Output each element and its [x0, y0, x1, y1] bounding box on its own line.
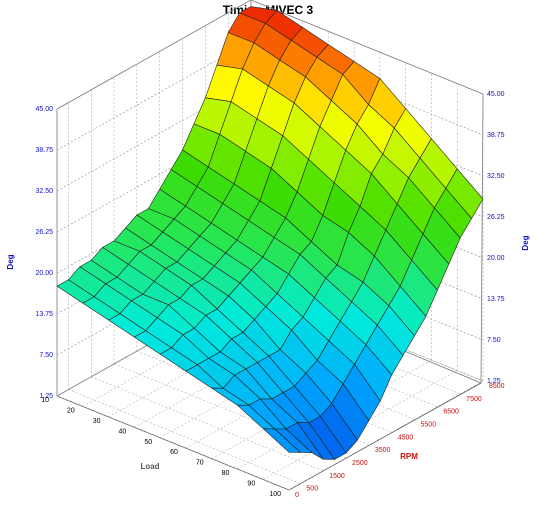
rpm-tick-label: 2500	[352, 460, 368, 467]
load-tick-label: 30	[93, 418, 101, 425]
z-tick-label-left: 38.75	[35, 147, 53, 154]
load-tick-label: 60	[170, 449, 178, 456]
floor-load-gridline	[263, 370, 458, 480]
y-axis-label: RPM	[400, 452, 418, 461]
z-tick-label-left: 7.50	[39, 352, 53, 359]
floor-load-gridline	[237, 359, 432, 470]
rpm-tick-label: 500	[306, 486, 318, 493]
rpm-tick-label: 6500	[443, 409, 459, 416]
load-tick-label: 40	[119, 428, 127, 435]
load-tick-label: 50	[144, 439, 152, 446]
floor-rpm-gridline	[91, 376, 324, 471]
z-tick-label-right: 13.75	[487, 296, 505, 303]
rpm-tick-label: 4500	[398, 434, 414, 441]
z-axis-label-left: Deg	[6, 254, 15, 269]
z-tick-label-left: 26.25	[35, 229, 53, 236]
surface-mesh	[56, 6, 484, 460]
z-axis-label-right: Deg	[521, 235, 530, 250]
x-axis-label: Load	[140, 462, 159, 471]
z-tick-label-right: 7.50	[487, 337, 501, 344]
load-tick-label: 20	[67, 407, 75, 414]
load-tick-label: 70	[196, 460, 204, 467]
load-tick-label: 100	[269, 491, 281, 498]
z-tick-label-right: 26.25	[487, 214, 505, 221]
floor-rpm-gridline	[68, 389, 301, 484]
z-tick-label-right: 38.75	[487, 132, 505, 139]
z-tick-label-left: 20.00	[35, 270, 53, 277]
z-gridline	[56, 0, 484, 110]
right-wall-edge	[480, 93, 484, 384]
z-tick-label-left: 32.50	[35, 188, 53, 195]
z-tick-label-right: 32.50	[487, 173, 505, 180]
rpm-tick-label: 5500	[421, 421, 437, 428]
surface-cell	[262, 428, 301, 453]
z-tick-label-right: 20.00	[487, 255, 505, 262]
floor-load-gridline	[288, 380, 484, 491]
rpm-tick-label: 7500	[466, 396, 482, 403]
rpm-tick-label: 1500	[329, 473, 345, 480]
load-tick-label: 90	[247, 481, 255, 488]
chart-labels: 1.25 1.25 7.50 7.50 13.75 13.75 20.00 20.00 26.2…	[35, 91, 504, 499]
z-tick-label-right: 45.00	[487, 91, 505, 98]
floor-rpm-gridline	[56, 395, 290, 491]
z-tick-label-left: 1.25	[39, 393, 53, 400]
rpm-tick-label: 8500	[489, 383, 505, 390]
rpm-tick-label: 0	[295, 492, 299, 499]
z-tick-label-right: 1.25	[487, 378, 501, 385]
load-tick-label: 80	[222, 470, 230, 477]
rpm-tick-label: 3500	[375, 447, 391, 454]
load-tick-label: 10	[41, 397, 49, 404]
z-tick-label-left: 13.75	[35, 311, 53, 318]
z-tick-label-left: 45.00	[35, 106, 53, 113]
